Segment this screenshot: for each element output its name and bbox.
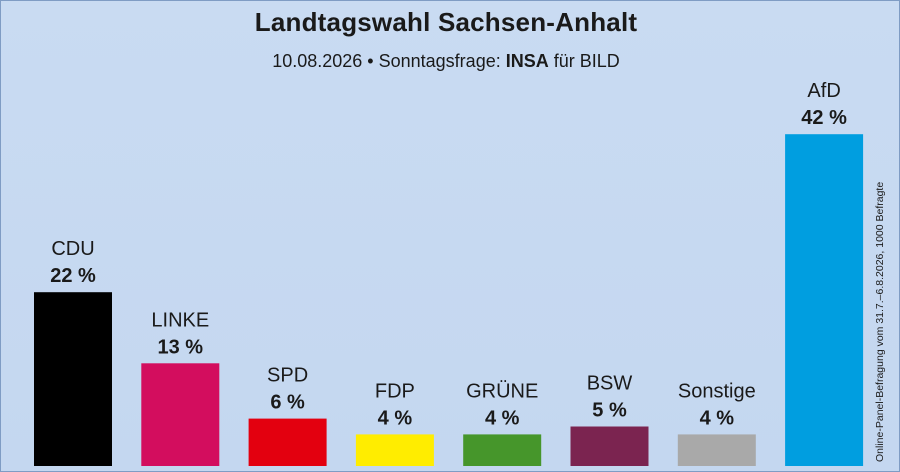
subtitle-client: für BILD [553,51,620,71]
subtitle-label: Sonntagsfrage: [378,51,501,71]
party-label-cdu: CDU [51,238,94,260]
value-label-fdp: 4 % [378,407,413,429]
bar-cdu [34,292,112,466]
party-label-fdp: FDP [375,380,415,402]
party-label-afd: AfD [807,80,840,102]
value-label-afd: 42 % [801,107,847,129]
party-label-linke: LINKE [151,309,209,331]
value-label-linke: 13 % [158,336,204,358]
chart-subtitle: 10.08.2026 • Sonntagsfrage: INSA für BIL… [1,51,891,72]
party-label-grüne: GRÜNE [466,380,538,402]
value-label-spd: 6 % [270,392,305,414]
subtitle-date: 10.08.2026 [272,51,363,71]
party-label-bsw: BSW [587,373,633,395]
bar-sonstige [677,434,756,466]
value-label-bsw: 5 % [592,400,627,422]
party-label-spd: SPD [267,365,308,387]
chart-title: Landtagswahl Sachsen-Anhalt [254,7,638,37]
bar-bsw [570,426,649,466]
bar-linke [141,363,220,466]
survey-footnote: Online-Panel-Befragung vom 31.7.–6.8.202… [874,181,886,462]
subtitle-institute: INSA [505,51,549,71]
value-label-sonstige: 4 % [700,407,735,429]
bar-afd [785,134,864,466]
value-label-cdu: 22 % [50,265,96,287]
subtitle-separator: • [367,51,374,71]
bar-fdp [355,434,434,466]
bar-grüne [463,434,542,466]
value-label-grüne: 4 % [485,407,520,429]
bar-spd [248,418,327,466]
party-label-sonstige: Sonstige [678,380,756,402]
